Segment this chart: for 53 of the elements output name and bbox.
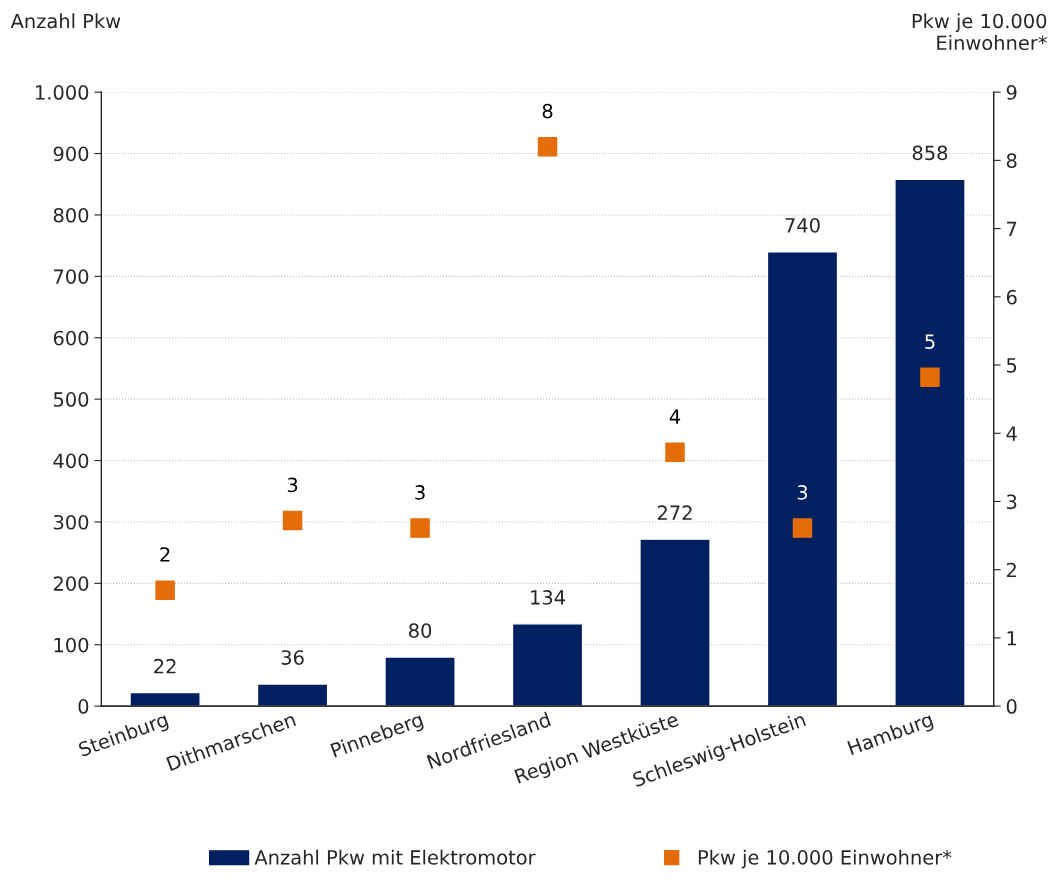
y-tick-label: 900 <box>53 146 89 162</box>
y-tick-label: 500 <box>53 392 89 407</box>
y-tick-label: 700 <box>54 269 89 285</box>
point <box>282 510 303 531</box>
y2-tick-label: 7 <box>1007 221 1017 236</box>
y-tick-label: 800 <box>53 207 89 223</box>
bar <box>766 251 839 707</box>
data-label: 858 <box>912 145 948 161</box>
y-tick-label: 100 <box>54 637 89 653</box>
point <box>792 518 813 538</box>
data-label: 134 <box>531 590 565 605</box>
y2-tick-label: 2 <box>1006 562 1016 578</box>
data-label: 4 <box>669 409 681 424</box>
data-label: 22 <box>154 658 176 674</box>
bar <box>894 178 966 707</box>
point <box>537 136 558 157</box>
point <box>155 580 175 600</box>
y2-tick-label: 0 <box>1006 699 1017 714</box>
y-tick-label: 300 <box>53 514 89 530</box>
y2-axis-title: Pkw je 10.000 Einwohner* <box>912 13 1047 51</box>
y-tick-label: 400 <box>53 453 89 469</box>
y2-tick-label: 8 <box>1006 153 1017 169</box>
y2-tick-label: 5 <box>1007 358 1017 373</box>
legend-label: Pkw je 10.000 Einwohner* <box>698 849 952 869</box>
y-tick-label: 1.000 <box>36 85 89 100</box>
y-tick-label: 200 <box>53 576 89 592</box>
y-axis-title: Anzahl Pkw <box>10 13 121 29</box>
data-label: 272 <box>657 505 692 520</box>
y2-tick-label: 6 <box>1006 289 1017 305</box>
y2-tick-label: 9 <box>1006 85 1017 100</box>
legend-label: Anzahl Pkw mit Elektromotor <box>254 849 536 865</box>
data-label: 80 <box>409 623 432 638</box>
data-label: 740 <box>785 217 820 233</box>
y2-tick-label: 4 <box>1006 426 1017 441</box>
bar <box>511 623 584 707</box>
bar <box>256 683 329 707</box>
data-label: 3 <box>415 485 425 500</box>
bar <box>384 656 456 707</box>
y2-tick-label: 3 <box>1006 494 1017 510</box>
y-tick-label: 0 <box>78 699 89 714</box>
point <box>410 518 430 538</box>
y-tick-label: 600 <box>53 330 89 346</box>
bar <box>129 691 201 707</box>
point <box>920 367 940 388</box>
data-label: 8 <box>542 103 553 119</box>
bar <box>639 538 711 707</box>
data-label: 3 <box>797 485 808 500</box>
data-label: 2 <box>160 547 170 562</box>
y2-tick-label: 1 <box>1007 631 1017 646</box>
data-label: 5 <box>925 334 935 349</box>
point <box>665 442 685 463</box>
data-label: 3 <box>287 477 298 493</box>
data-label: 36 <box>281 650 304 665</box>
